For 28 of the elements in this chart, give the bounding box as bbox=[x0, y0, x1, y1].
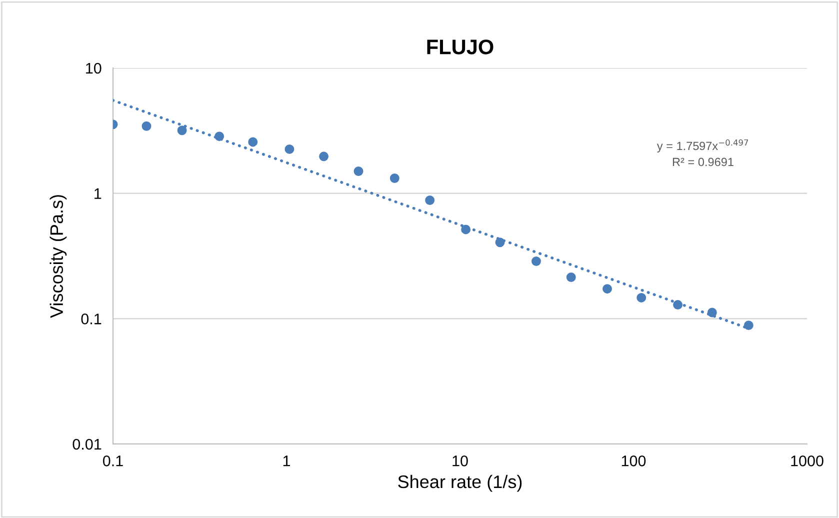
y-axis-title: Viscosity (Pa.s) bbox=[50, 195, 67, 318]
point bbox=[177, 126, 187, 136]
point bbox=[284, 144, 294, 154]
y-tick-label: 0.1 bbox=[81, 314, 102, 324]
chart-title: FLUJO bbox=[427, 40, 494, 54]
x-tick-label: 1 bbox=[283, 456, 290, 466]
point bbox=[566, 272, 576, 282]
point bbox=[673, 300, 683, 310]
annotation: y = 1.7597x$^{−0.497}$ bbox=[656, 139, 748, 152]
x-tick-label: 0.1 bbox=[102, 456, 123, 466]
point bbox=[390, 173, 400, 183]
y-tick-label: 1 bbox=[94, 188, 102, 199]
point bbox=[744, 320, 754, 330]
x-tick-label: 10 bbox=[452, 456, 468, 466]
point bbox=[142, 121, 152, 131]
x-tick-label: 100 bbox=[622, 456, 646, 466]
point bbox=[602, 284, 612, 294]
y-tick-label: 10 bbox=[86, 62, 102, 74]
point bbox=[636, 292, 646, 302]
x-axis-title: Shear rate (1/s) bbox=[398, 474, 522, 492]
annotation: R² = 0.9691 bbox=[672, 158, 734, 166]
x-tick-label: 1000 bbox=[791, 456, 824, 466]
point bbox=[531, 256, 541, 266]
y-tick-label: 0.01 bbox=[72, 438, 102, 450]
point bbox=[248, 137, 258, 147]
point bbox=[319, 152, 329, 162]
point bbox=[354, 166, 364, 176]
point bbox=[425, 196, 435, 206]
